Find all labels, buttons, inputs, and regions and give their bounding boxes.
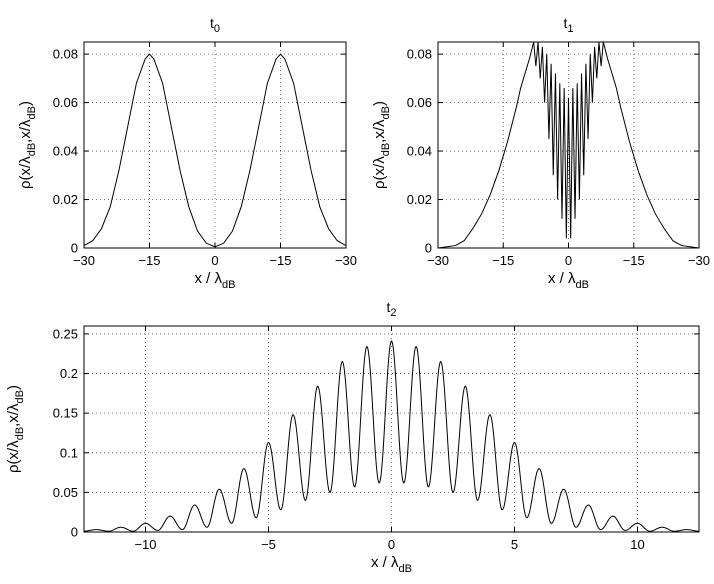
x-tick-label: 5 [511, 537, 518, 552]
y-axis-label-part: ρ(x/λ [5, 440, 22, 473]
y-axis-label-part: ρ(x/λ [17, 156, 34, 189]
x-tick-label: 0 [388, 537, 395, 552]
plot-title-text: t [563, 15, 567, 31]
x-tick-label: −15 [269, 253, 291, 268]
y-axis-label-part: ) [5, 385, 22, 390]
x-axis-label-subscript: dB [399, 563, 412, 575]
y-tick-label: 0 [71, 525, 78, 540]
y-tick-label: 0.1 [60, 445, 78, 460]
y-tick-label: 0.04 [407, 144, 432, 159]
plot-title-subscript: 0 [214, 23, 220, 35]
plot-frame [437, 41, 700, 249]
series-line [437, 41, 700, 249]
plot-title: t2 [386, 299, 396, 319]
x-tick-label: −15 [492, 253, 514, 268]
y-axis-label-part: dB [26, 143, 38, 156]
x-tick-label: 0 [211, 253, 218, 268]
x-tick-label: 0 [565, 253, 572, 268]
x-tick-label: −30 [688, 253, 710, 268]
x-tick-label: −30 [335, 253, 357, 268]
plot-frame [83, 41, 347, 249]
x-tick-label: −30 [73, 253, 95, 268]
y-axis-label-part: ρ(x/λ [371, 156, 388, 189]
x-tick-label: −5 [261, 537, 276, 552]
x-tick-label: 10 [630, 537, 644, 552]
y-tick-label: 0.06 [53, 95, 78, 110]
y-axis-label: ρ(x/λdB,x/λdB) [5, 385, 26, 473]
y-axis-label-part: dB [380, 106, 392, 119]
x-tick-label: −15 [623, 253, 645, 268]
plot-title-text: t [386, 299, 390, 315]
y-axis-label-part: dB [14, 427, 26, 440]
y-axis-label: ρ(x/λdB,x/λdB) [371, 101, 392, 189]
x-axis-label: x / λdB [195, 270, 236, 291]
x-axis-label-subscript: dB [576, 279, 589, 291]
y-tick-label: 0.02 [407, 192, 432, 207]
y-tick-label: 0.04 [53, 144, 78, 159]
y-tick-label: 0.02 [53, 192, 78, 207]
plot-title: t0 [210, 15, 220, 35]
y-axis-label-part: ,x/λ [371, 119, 388, 143]
y-tick-label: 0 [71, 241, 78, 256]
x-axis-label-text: x / λ [548, 270, 576, 287]
y-tick-label: 0.05 [53, 485, 78, 500]
y-axis-label-part: ) [17, 101, 34, 106]
x-tick-label: −10 [134, 537, 156, 552]
plot-frame [83, 325, 700, 533]
x-tick-label: −30 [427, 253, 449, 268]
y-tick-label: 0.08 [53, 47, 78, 62]
x-axis-label-subscript: dB [222, 279, 235, 291]
x-tick-label: −15 [138, 253, 160, 268]
plot-title-text: t [210, 15, 214, 31]
y-tick-label: 0.25 [53, 326, 78, 341]
plot-title: t1 [563, 15, 573, 35]
y-axis-label-part: ,x/λ [5, 403, 22, 427]
y-tick-label: 0 [425, 241, 432, 256]
y-axis-label-part: ) [371, 101, 388, 106]
x-axis-label: x / λdB [548, 270, 589, 291]
y-axis-label-part: dB [14, 390, 26, 403]
y-axis-label-part: dB [380, 143, 392, 156]
x-axis-label-text: x / λ [195, 270, 223, 287]
y-axis-label-part: ,x/λ [17, 119, 34, 143]
x-axis-label-text: x / λ [371, 554, 399, 571]
y-tick-label: 0.06 [407, 95, 432, 110]
plot-title-subscript: 1 [567, 23, 573, 35]
y-tick-label: 0.08 [407, 47, 432, 62]
y-tick-label: 0.2 [60, 366, 78, 381]
plot-title-subscript: 2 [390, 307, 396, 319]
y-axis-label-part: dB [26, 106, 38, 119]
series-line [83, 340, 700, 532]
y-axis-label: ρ(x/λdB,x/λdB) [17, 101, 38, 189]
x-axis-label: x / λdB [371, 554, 412, 575]
y-tick-label: 0.15 [53, 406, 78, 421]
